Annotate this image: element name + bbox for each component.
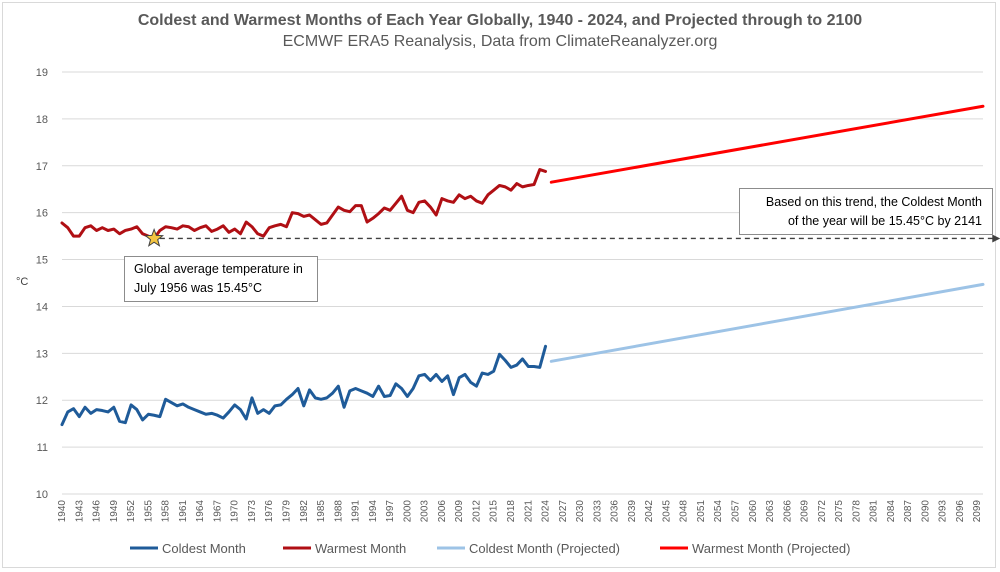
x-tick-label: 1997	[385, 500, 396, 523]
x-tick-label: 1952	[126, 500, 137, 523]
x-tick-label: 1946	[92, 500, 103, 523]
x-tick-label: 2075	[834, 500, 845, 523]
x-tick-label: 1988	[333, 500, 344, 523]
x-tick-label: 2066	[782, 500, 793, 523]
x-tick-label: 2054	[713, 500, 724, 523]
y-tick-label: 10	[36, 489, 48, 501]
x-tick-label: 2039	[627, 500, 638, 523]
x-tick-label: 2000	[402, 500, 413, 523]
x-tick-label: 2042	[644, 500, 655, 523]
x-tick-label: 2096	[955, 500, 966, 523]
y-tick-label: 19	[36, 67, 48, 79]
x-tick-label: 2009	[454, 500, 465, 523]
x-tick-label: 1949	[109, 500, 120, 523]
y-tick-label: 11	[37, 442, 48, 454]
x-tick-label: 2033	[592, 500, 603, 523]
callout-1956-line1: Global average temperature in	[134, 262, 303, 276]
x-tick-label: 2093	[938, 500, 949, 523]
x-tick-label: 2060	[748, 500, 759, 523]
x-tick-label: 1943	[74, 500, 85, 523]
annotation-callout-projection: Based on this trend, the Coldest Month o…	[739, 188, 993, 235]
x-tick-label: 2051	[696, 500, 707, 523]
x-tick-label: 1976	[264, 500, 275, 523]
y-tick-label: 18	[36, 114, 48, 126]
x-tick-label: 1991	[351, 500, 362, 523]
x-tick-label: 1985	[316, 500, 327, 523]
x-tick-label: 2027	[558, 500, 569, 523]
x-tick-label: 2006	[437, 500, 448, 523]
y-tick-label: 13	[36, 348, 48, 360]
x-tick-label: 2081	[869, 500, 880, 523]
x-tick-label: 2036	[610, 500, 621, 523]
x-tick-label: 2069	[800, 500, 811, 523]
x-tick-label: 2072	[817, 500, 828, 523]
legend-label: Coldest Month (Projected)	[469, 541, 620, 556]
annotation-callout-1956: Global average temperature in July 1956 …	[124, 256, 318, 302]
series-line-warmest-month	[60, 168, 548, 240]
x-tick-label: 2099	[972, 500, 983, 523]
x-tick-label: 1958	[161, 500, 172, 523]
x-tick-label: 2024	[541, 500, 552, 523]
x-tick-label: 1970	[230, 500, 241, 523]
annotation-arrowhead	[992, 234, 1000, 243]
x-tick-label: 2078	[851, 500, 862, 523]
callout-1956-line2: July 1956 was 15.45°C	[134, 281, 262, 295]
legend-label: Warmest Month (Projected)	[692, 541, 850, 556]
x-tick-label: 2090	[920, 500, 931, 523]
x-tick-label: 1973	[247, 500, 258, 523]
y-tick-label: 15	[36, 255, 48, 267]
x-tick-label: 2045	[661, 500, 672, 523]
chart-title: Coldest and Warmest Months of Each Year …	[137, 12, 863, 29]
legend-label: Coldest Month	[162, 541, 246, 556]
star-marker	[144, 228, 165, 247]
x-tick-label: 2015	[489, 500, 500, 523]
x-tick-label: 1940	[57, 500, 68, 523]
series-line-coldest-month-projected	[549, 282, 985, 363]
x-tick-label: 2012	[471, 500, 482, 523]
x-tick-label: 1979	[281, 500, 292, 523]
x-tick-label: 2084	[886, 500, 897, 523]
y-tick-label: 17	[36, 161, 48, 173]
y-axis-label: °C	[16, 276, 29, 288]
x-tick-label: 1967	[212, 500, 223, 523]
x-tick-label: 1955	[143, 500, 154, 523]
x-tick-label: 1982	[299, 500, 310, 523]
x-tick-label: 2063	[765, 500, 776, 523]
callout-projection-line1: Based on this trend, the Coldest Month	[765, 195, 982, 209]
callout-projection-line2: of the year will be 15.45°C by 2141	[787, 214, 982, 228]
x-tick-label: 2003	[420, 500, 431, 523]
x-tick-label: 2030	[575, 500, 586, 523]
x-tick-label: 2048	[679, 500, 690, 523]
chart-subtitle: ECMWF ERA5 Reanalysis, Data from Climate…	[282, 33, 718, 50]
x-tick-label: 1961	[178, 500, 189, 523]
x-tick-label: 2021	[523, 500, 534, 523]
series-line-warmest-month-projected	[549, 104, 985, 184]
x-tick-label: 2018	[506, 500, 517, 523]
x-tick-label: 1964	[195, 500, 206, 523]
x-tick-label: 2057	[730, 500, 741, 523]
x-tick-label: 2087	[903, 500, 914, 523]
legend-label: Warmest Month	[315, 541, 406, 556]
series-line-coldest-month	[60, 344, 548, 427]
y-tick-label: 14	[36, 301, 48, 313]
y-tick-label: 16	[36, 208, 48, 220]
x-tick-label: 1994	[368, 500, 379, 523]
y-tick-label: 12	[36, 395, 48, 407]
